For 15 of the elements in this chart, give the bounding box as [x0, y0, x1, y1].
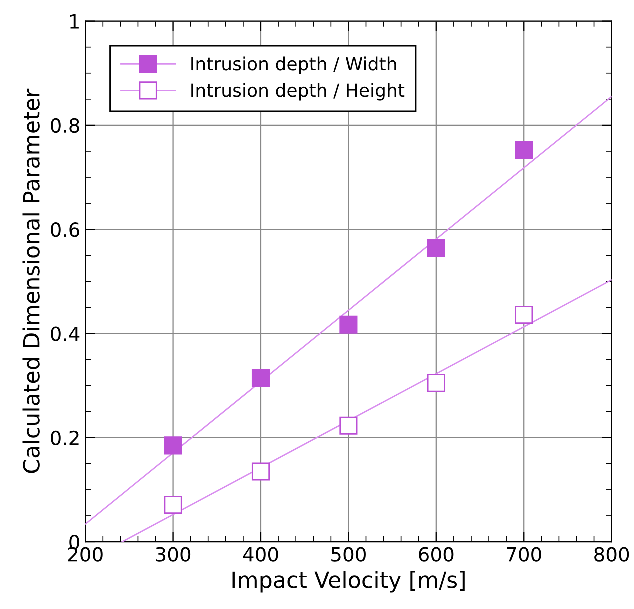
x-tick-label: 600: [419, 547, 454, 562]
legend-label: Intrusion depth / Width: [192, 56, 396, 74]
x-axis-title: Impact Velocity [m/s]: [232, 571, 465, 593]
legend-label: Intrusion depth / Height: [192, 83, 405, 101]
y-axis-title: Calculated Dimensional Parameter: [22, 88, 40, 474]
y-tick-label: 0.8: [51, 118, 80, 134]
x-tick-label: 300: [156, 547, 191, 562]
x-tick-label: 400: [243, 547, 278, 562]
y-tick-label: 0.2: [51, 430, 79, 446]
x-tick-label: 800: [594, 547, 630, 562]
x-tick-label: 700: [507, 547, 542, 562]
y-tick-label: 1: [70, 14, 79, 29]
x-tick-label: 500: [332, 547, 366, 562]
y-tick-label: 0.4: [51, 326, 80, 342]
y-tick-label: 0.6: [51, 222, 80, 238]
